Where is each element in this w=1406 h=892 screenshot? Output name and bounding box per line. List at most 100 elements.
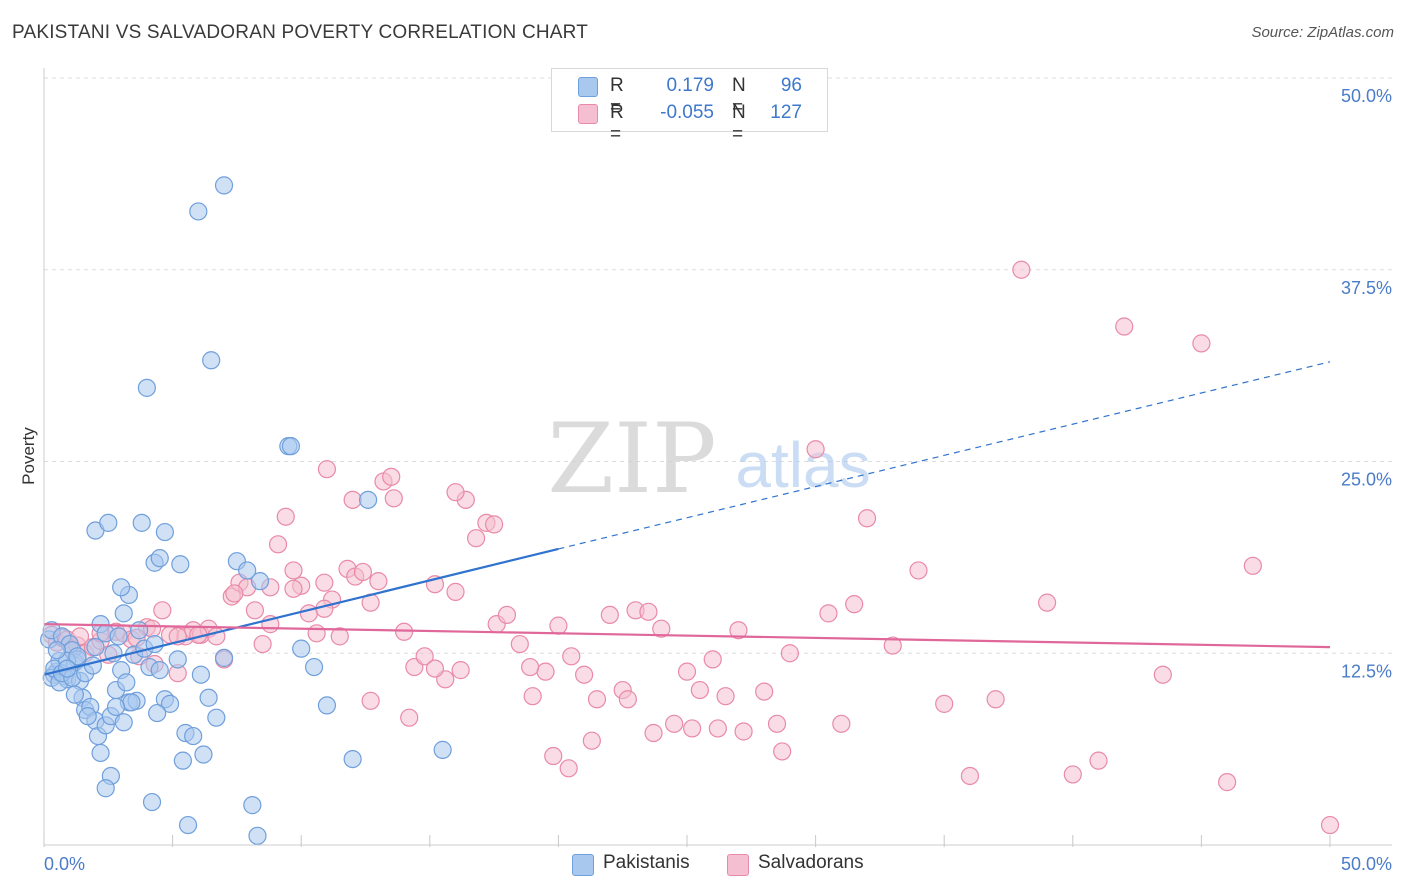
trend-line-pakistanis-extension: [558, 361, 1331, 550]
point-pakistanis: [281, 437, 301, 456]
series-swatch-salvadorans: [727, 854, 749, 876]
point-pakistanis: [189, 202, 208, 221]
point-pakistanis: [191, 665, 210, 684]
point-salvadorans: [986, 690, 1005, 709]
series-label-salvadorans: Salvadorans: [758, 852, 864, 873]
point-salvadorans: [307, 624, 326, 643]
point-pakistanis: [155, 522, 174, 542]
point-pakistanis: [343, 749, 362, 769]
point-salvadorans: [361, 691, 380, 710]
point-salvadorans: [703, 650, 722, 669]
point-salvadorans: [394, 622, 414, 641]
trend-line-salvadorans: [43, 623, 1331, 649]
point-salvadorans: [330, 627, 349, 646]
point-salvadorans: [639, 602, 658, 621]
point-salvadorans: [683, 719, 702, 738]
point-salvadorans: [819, 604, 838, 623]
point-pakistanis: [68, 647, 87, 666]
point-salvadorans: [652, 619, 671, 638]
point-pakistanis: [160, 694, 180, 713]
point-salvadorans: [909, 561, 928, 580]
legend-swatch-pakistanis: [578, 77, 598, 97]
point-pakistanis: [130, 621, 149, 640]
point-pakistanis: [91, 743, 110, 763]
point-pakistanis: [168, 650, 187, 669]
points-layer: [40, 176, 1340, 845]
point-pakistanis: [132, 513, 151, 532]
point-salvadorans: [1243, 556, 1262, 575]
point-pakistanis: [173, 751, 192, 770]
point-salvadorans: [153, 601, 172, 620]
point-salvadorans: [425, 659, 445, 678]
point-salvadorans: [575, 665, 594, 684]
point-pakistanis: [178, 815, 198, 835]
point-pakistanis: [317, 696, 337, 715]
point-salvadorans: [1320, 815, 1340, 835]
point-pakistanis: [114, 713, 133, 732]
point-pakistanis: [117, 673, 136, 692]
point-pakistanis: [207, 708, 226, 727]
point-salvadorans: [382, 467, 401, 486]
point-salvadorans: [315, 599, 334, 618]
point-pakistanis: [171, 555, 190, 574]
point-salvadorans: [618, 690, 637, 709]
point-salvadorans: [485, 515, 504, 534]
point-salvadorans: [369, 572, 388, 591]
trend-layer: [43, 361, 1331, 676]
point-salvadorans: [549, 616, 568, 635]
point-salvadorans: [446, 483, 465, 502]
correlation-legend: R = 0.179 N = 96 R = -0.055 N = 127: [551, 68, 828, 145]
point-pakistanis: [65, 685, 84, 704]
point-pakistanis: [112, 578, 131, 597]
point-salvadorans: [284, 579, 303, 598]
source-label: Source: ZipAtlas.com: [1251, 24, 1394, 41]
point-salvadorans: [276, 507, 295, 526]
point-pakistanis: [96, 779, 115, 798]
legend-r-label: R =: [610, 102, 624, 145]
point-pakistanis: [106, 697, 126, 717]
point-salvadorans: [708, 719, 727, 738]
point-pakistanis: [114, 604, 133, 623]
legend-r-value: 0.179: [666, 75, 714, 96]
point-salvadorans: [1063, 765, 1082, 784]
point-salvadorans: [559, 759, 578, 778]
point-salvadorans: [845, 595, 864, 614]
point-salvadorans: [253, 634, 272, 654]
x-tick-label: 50.0%: [1341, 854, 1392, 874]
point-salvadorans: [353, 562, 373, 582]
legend-n-value: 127: [770, 102, 802, 123]
point-pakistanis: [150, 661, 169, 680]
point-salvadorans: [665, 714, 684, 733]
point-salvadorans: [734, 722, 753, 741]
point-pakistanis: [47, 641, 66, 660]
point-salvadorans: [544, 746, 563, 766]
point-pakistanis: [202, 351, 221, 370]
point-pakistanis: [248, 826, 267, 845]
point-salvadorans: [315, 573, 334, 592]
point-salvadorans: [446, 582, 465, 601]
point-pakistanis: [214, 176, 234, 195]
point-salvadorans: [1089, 751, 1108, 770]
point-salvadorans: [773, 742, 792, 761]
point-pakistanis: [150, 549, 169, 568]
y-tick-label: 37.5%: [1341, 278, 1392, 298]
watermark: ZIP atlas: [547, 403, 870, 515]
point-pakistanis: [148, 703, 167, 723]
point-salvadorans: [245, 601, 265, 620]
point-salvadorans: [857, 509, 877, 528]
axis-layer: 12.5% 25.0% 37.5% 50.0% 0.0% 50.0%: [43, 68, 1392, 874]
y-tick-label: 12.5%: [1341, 661, 1392, 681]
point-pakistanis: [250, 572, 270, 591]
point-pakistanis: [238, 561, 257, 580]
point-pakistanis: [194, 745, 213, 764]
point-salvadorans: [510, 634, 529, 654]
point-pakistanis: [199, 688, 218, 707]
point-pakistanis: [304, 657, 324, 677]
point-salvadorans: [587, 690, 607, 709]
watermark-zip: ZIP: [547, 403, 716, 515]
point-salvadorans: [400, 708, 419, 727]
point-pakistanis: [109, 627, 128, 646]
point-salvadorans: [716, 687, 735, 706]
point-salvadorans: [729, 621, 748, 640]
